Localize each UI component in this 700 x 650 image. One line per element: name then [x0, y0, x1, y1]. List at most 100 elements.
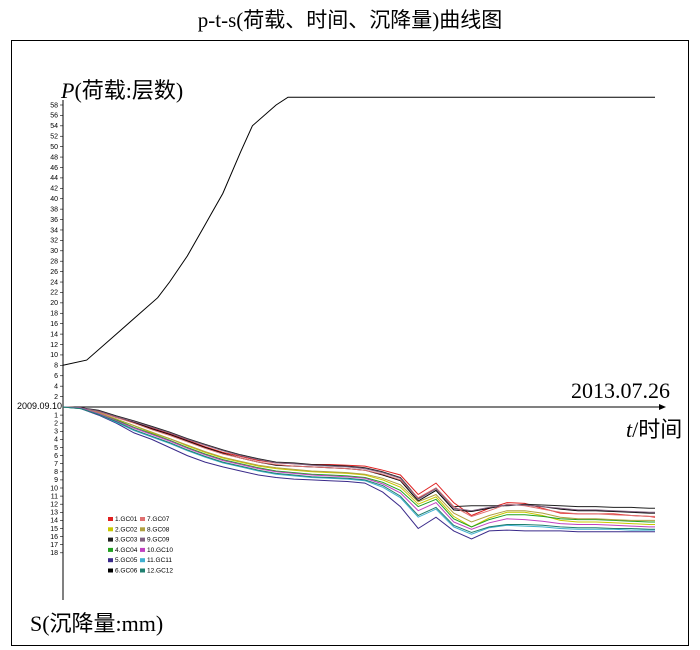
p-axis-label-rest: (荷载:层数) — [74, 78, 184, 103]
s-tick-label: 14 — [50, 518, 58, 525]
p-tick-label: 2 — [54, 394, 58, 401]
legend: 1.GC01 2.GC02 3.GC03 4.GC04 5.GC05 6.GC06 7.GC… — [108, 516, 173, 575]
p-tick-label: 4 — [54, 383, 58, 390]
chart-frame — [11, 40, 689, 646]
legend-swatch — [108, 568, 113, 573]
p-tick-label: 30 — [50, 248, 58, 255]
legend-label: 5.GC05 — [115, 557, 138, 564]
s-tick-label: 15 — [50, 526, 58, 533]
start-date-label: 2009.09.10 — [17, 401, 63, 411]
legend-label: 2.GC02 — [115, 526, 138, 533]
s-tick-label: 16 — [50, 534, 58, 541]
settlement-line-4-gc04 — [62, 406, 655, 528]
settlement-line-3-gc03 — [62, 406, 655, 509]
p-tick-label: 42 — [50, 186, 58, 193]
p-tick-label: 56 — [50, 113, 58, 120]
s-tick-label: 4 — [54, 437, 58, 444]
end-date-label: 2013.07.26 — [571, 378, 670, 403]
legend-swatch — [108, 517, 113, 521]
t-axis-label: t/时间 — [626, 412, 682, 444]
settlement-line-1-gc01 — [62, 406, 656, 518]
s-tick-label: 10 — [50, 485, 58, 492]
s-tick-label: 18 — [50, 550, 58, 557]
s-tick-label: 17 — [50, 542, 58, 549]
legend-label: 8.GC08 — [147, 526, 170, 533]
p-tick-label: 54 — [50, 123, 58, 130]
p-tick-label: 18 — [50, 311, 58, 318]
s-tick-label: 6 — [54, 453, 58, 460]
settlement-line-11-gc11 — [62, 406, 655, 535]
legend-label: 3.GC03 — [115, 537, 138, 544]
legend-label: 1.GC01 — [115, 516, 138, 523]
legend-swatch — [140, 558, 145, 563]
p-tick-label: 28 — [50, 259, 58, 266]
p-tick-label: 10 — [50, 352, 58, 359]
axes-layer — [62, 100, 666, 600]
p-tick-label: 32 — [50, 238, 58, 245]
settlement-line-6-gc06 — [62, 406, 655, 514]
series-layer — [62, 96, 656, 540]
ticks-layer: 2468101214161820222426283032343638404244… — [50, 102, 63, 557]
legend-label: 4.GC04 — [115, 547, 138, 554]
p-tick-label: 44 — [50, 175, 58, 182]
legend-swatch — [108, 527, 113, 532]
legend-label: 7.GC07 — [147, 516, 170, 523]
s-tick-label: 1 — [54, 412, 58, 419]
legend-swatch — [140, 547, 145, 552]
s-tick-label: 5 — [54, 445, 58, 452]
p-tick-label: 46 — [50, 165, 58, 172]
p-axis-label: P(荷载:层数) — [61, 73, 183, 105]
legend-label: 12.GC12 — [147, 568, 173, 575]
p-tick-label: 50 — [50, 144, 58, 151]
p-tick-label: 26 — [50, 269, 58, 276]
legend-label: 11.GC11 — [147, 557, 172, 564]
p-tick-label: 14 — [50, 331, 58, 338]
s-tick-label: 12 — [50, 502, 58, 509]
s-axis-label: S(沉降量:mm) — [30, 611, 164, 636]
settlement-line-8-gc08 — [62, 406, 655, 523]
settlement-line-5-gc05 — [62, 406, 655, 540]
p-tick-label: 22 — [50, 290, 58, 297]
settlement-line-12-gc12 — [62, 406, 655, 534]
p-tick-label: 58 — [50, 102, 58, 109]
settlement-line-7-gc07 — [62, 406, 655, 517]
legend-swatch — [108, 537, 113, 542]
p-tick-label: 12 — [50, 342, 58, 349]
s-tick-label: 9 — [54, 477, 58, 484]
legend-label: 10.GC10 — [147, 547, 173, 554]
p-axis-label-italic: P — [61, 78, 75, 103]
p-tick-label: 16 — [50, 321, 58, 328]
legend-label: 6.GC06 — [115, 568, 138, 575]
t-axis-arrow-icon — [659, 404, 666, 410]
legend-swatch — [140, 537, 145, 542]
load-curve — [62, 96, 655, 366]
s-tick-label: 2 — [54, 421, 58, 428]
chart-title: p-t-s(荷载、时间、沉降量)曲线图 — [197, 8, 503, 32]
p-tick-label: 52 — [50, 134, 58, 141]
p-tick-label: 34 — [50, 227, 58, 234]
legend-swatch — [108, 558, 113, 563]
s-tick-label: 8 — [54, 469, 58, 476]
p-tick-label: 20 — [50, 300, 58, 307]
s-tick-label: 13 — [50, 510, 58, 517]
legend-label: 9.GC09 — [147, 537, 170, 544]
t-axis-label-italic: t — [626, 417, 633, 442]
p-tick-label: 38 — [50, 206, 58, 213]
t-axis-label-rest: /时间 — [632, 417, 683, 442]
legend-swatch — [140, 568, 145, 573]
settlement-line-9-gc09 — [62, 406, 655, 513]
p-tick-label: 48 — [50, 154, 58, 161]
p-tick-label: 40 — [50, 196, 58, 203]
p-tick-label: 6 — [54, 373, 58, 380]
legend-swatch — [140, 527, 145, 532]
settlement-line-10-gc10 — [62, 406, 655, 530]
legend-swatch — [108, 547, 113, 552]
s-tick-label: 3 — [54, 429, 58, 436]
s-tick-label: 7 — [54, 461, 58, 468]
p-tick-label: 36 — [50, 217, 58, 224]
p-tick-label: 24 — [50, 279, 58, 286]
s-tick-label: 11 — [51, 493, 58, 500]
p-tick-label: 8 — [54, 363, 58, 370]
legend-swatch — [140, 517, 145, 521]
